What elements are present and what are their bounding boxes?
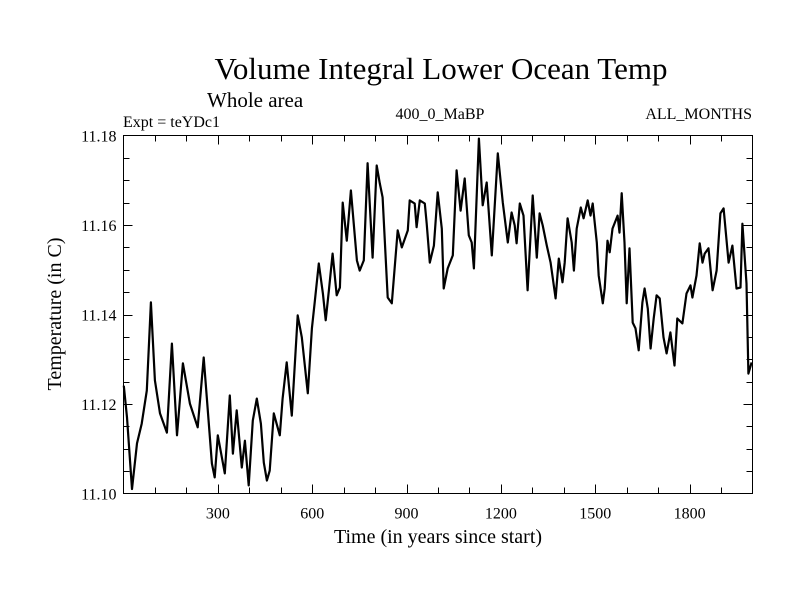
x-tick-label: 1500: [579, 506, 611, 523]
period-label: 400_0_MaBP: [396, 106, 485, 123]
x-tick-label: 300: [206, 506, 230, 523]
series-lines: [122, 137, 753, 491]
y-tick-label: 11.16: [81, 218, 116, 235]
experiment-label: Expt = teYDc1: [123, 114, 220, 131]
chart-title: Volume Integral Lower Ocean Temp: [215, 51, 668, 86]
series-line-teYDc1: [122, 137, 753, 491]
y-tick-label: 11.12: [81, 397, 116, 414]
x-tick-label: 1200: [485, 506, 517, 523]
y-tick-label: 11.18: [81, 129, 116, 146]
plot-frame: [123, 135, 753, 494]
months-label: ALL_MONTHS: [645, 106, 752, 123]
axis-tick-labels: 300 600 900 1200 1500 1800 11.10 11.12 11.14 11.1…: [81, 129, 706, 523]
x-tick-label: 1800: [674, 506, 706, 523]
y-axis-label: Temperature (in C): [44, 238, 66, 391]
x-tick-label: 600: [300, 506, 324, 523]
y-tick-label: 11.14: [81, 308, 116, 325]
x-tick-label: 900: [395, 506, 419, 523]
chart-subtitle: Whole area: [207, 88, 304, 112]
axis-ticks: [123, 135, 753, 494]
x-axis-label: Time (in years since start): [334, 526, 542, 548]
y-tick-label: 11.10: [81, 487, 116, 504]
